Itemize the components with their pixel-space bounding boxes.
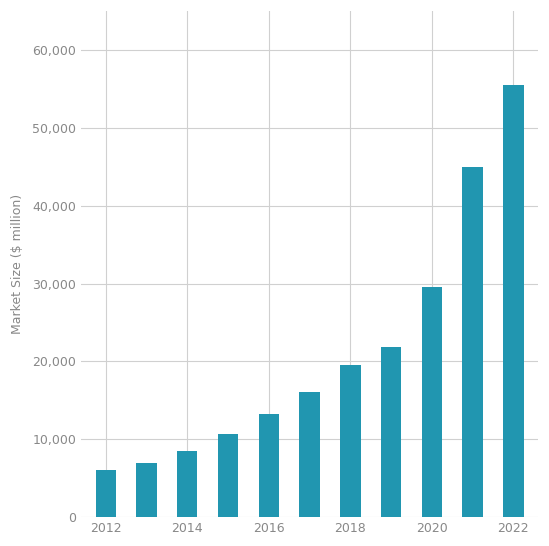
Bar <box>381 347 401 517</box>
Bar <box>96 470 116 517</box>
Bar <box>136 462 156 517</box>
Bar <box>259 413 279 517</box>
Bar <box>340 365 361 517</box>
Bar <box>503 85 524 517</box>
Y-axis label: Market Size ($ million): Market Size ($ million) <box>11 194 24 334</box>
Bar <box>299 393 320 517</box>
Bar <box>422 287 442 517</box>
Bar <box>218 434 238 517</box>
Bar <box>177 451 198 517</box>
Bar <box>462 167 483 517</box>
